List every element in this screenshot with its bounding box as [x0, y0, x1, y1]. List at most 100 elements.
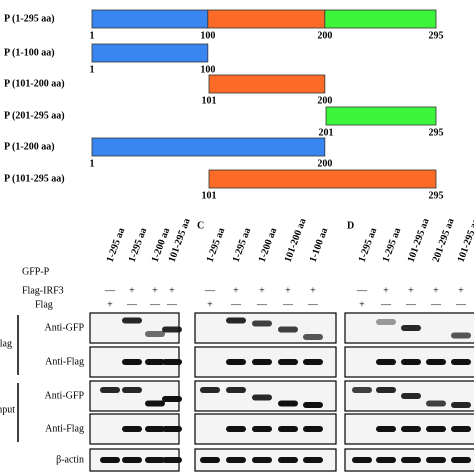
column-header: 1-295 aa [357, 226, 380, 263]
band [352, 457, 372, 463]
group-label: Input [0, 404, 15, 415]
band [278, 400, 298, 407]
position-label: 200 [317, 95, 332, 106]
sign: + [433, 285, 439, 296]
band [451, 426, 471, 432]
band [252, 426, 272, 432]
band [145, 457, 165, 463]
sign: + [169, 285, 175, 296]
row-label: GFP-P [22, 266, 50, 277]
band [100, 457, 120, 463]
column-header: 1-295 aa [205, 226, 228, 263]
antibody-label: β-actin [56, 454, 84, 465]
position-label: 101 [202, 95, 217, 106]
position-label: 295 [429, 127, 444, 138]
sign: — [256, 299, 268, 310]
blot [194, 312, 337, 344]
band [162, 457, 182, 463]
column-header: 1-295 aa [231, 226, 254, 263]
domain-segment [91, 137, 326, 157]
sign: — [166, 299, 178, 310]
sign: + [310, 285, 316, 296]
domain-segment [208, 169, 437, 189]
construct-label: P (101-295 aa) [4, 173, 65, 184]
band [252, 320, 272, 327]
domain-segment [91, 43, 209, 63]
construct-label: P (1-100 aa) [4, 47, 55, 58]
band [145, 331, 165, 337]
position-label: 200 [317, 30, 332, 41]
sign: + [152, 285, 158, 296]
band [401, 325, 421, 331]
column-header: 101-200 aa [283, 217, 309, 264]
domain-segment [325, 106, 437, 126]
sign: — [405, 299, 417, 310]
position-label: 295 [429, 30, 444, 41]
band [252, 457, 272, 463]
panel-letter: D [347, 220, 354, 231]
antibody-label: Anti-Flag [45, 356, 84, 367]
construct-label: P (101-200 aa) [4, 78, 65, 89]
position-label: 100 [200, 64, 215, 75]
sign: + [408, 285, 414, 296]
sign: — [430, 299, 442, 310]
sign: + [207, 299, 213, 310]
band [278, 457, 298, 463]
column-header: 201-295 aa [431, 217, 457, 264]
sign: + [259, 285, 265, 296]
band [122, 426, 142, 432]
group-label: Flag [0, 338, 12, 349]
panel-letter: C [197, 220, 204, 231]
band [376, 457, 396, 463]
antibody-label: Anti-GFP [45, 390, 85, 401]
sign: — [356, 285, 368, 296]
band [426, 457, 446, 463]
band [145, 359, 165, 365]
band [451, 457, 471, 463]
sign: — [126, 299, 138, 310]
band [226, 317, 246, 324]
band [426, 426, 446, 432]
position-label: 101 [202, 190, 217, 201]
construct-label: P (1-295 aa) [4, 13, 55, 24]
column-header: 1-200 aa [257, 226, 280, 263]
band [162, 326, 182, 333]
band [162, 396, 182, 402]
antibody-label: Anti-Flag [45, 423, 84, 434]
band [145, 400, 165, 407]
band [303, 402, 323, 408]
sign: + [285, 285, 291, 296]
domain-segment [91, 9, 209, 29]
band [376, 319, 396, 325]
sign: — [204, 285, 216, 296]
band [376, 359, 396, 365]
sign: + [129, 285, 135, 296]
band [226, 387, 246, 393]
band [162, 359, 182, 365]
band [100, 387, 120, 393]
band [401, 457, 421, 463]
band [451, 332, 471, 339]
band [451, 359, 471, 365]
sign: + [383, 285, 389, 296]
band [226, 457, 246, 463]
band [376, 426, 396, 432]
position-label: 201 [319, 127, 334, 138]
position-label: 1 [90, 64, 95, 75]
band [162, 426, 182, 432]
band [401, 359, 421, 365]
antibody-label: Anti-GFP [45, 322, 85, 333]
sign: — [455, 299, 467, 310]
sign: + [107, 299, 113, 310]
band [145, 426, 165, 432]
position-label: 295 [429, 190, 444, 201]
construct-label: P (201-295 aa) [4, 110, 65, 121]
band [278, 426, 298, 432]
band [303, 334, 323, 340]
band [426, 400, 446, 407]
band [376, 387, 396, 393]
position-label: 1 [90, 30, 95, 41]
band [226, 359, 246, 365]
row-label: Flag-IRF3 [22, 285, 64, 296]
